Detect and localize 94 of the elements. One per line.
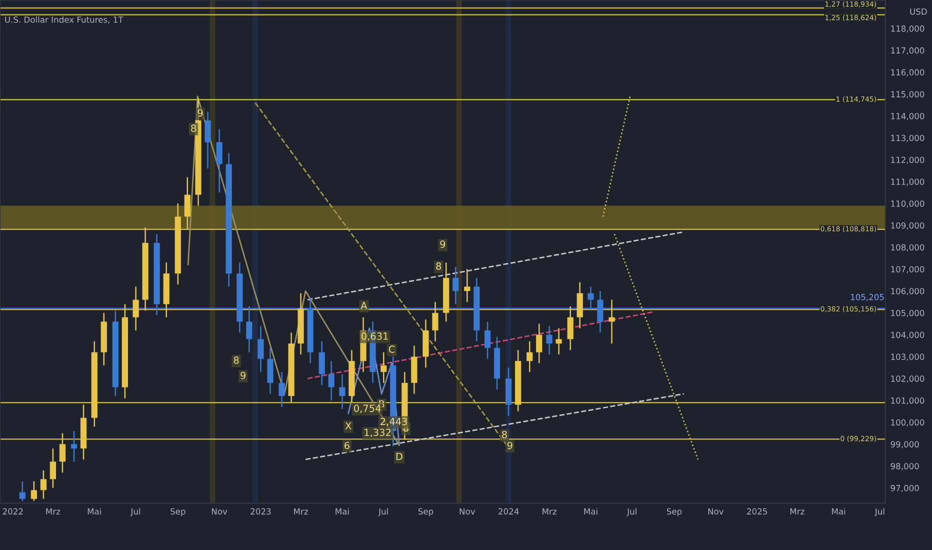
- candlestick: [567, 306, 574, 351]
- x-tick-label: Mrz: [294, 508, 308, 514]
- annotation: 9: [507, 442, 512, 450]
- annotation: 2,443: [380, 418, 407, 426]
- y-tick-label: 111,000: [891, 178, 924, 186]
- annotation: 1,332: [364, 428, 390, 438]
- candlestick: [484, 321, 491, 360]
- annotation: 9: [198, 109, 203, 117]
- candlestick: [19, 480, 26, 502]
- x-tick-label: Nov: [708, 508, 724, 515]
- x-tick-label: Jul: [130, 508, 140, 516]
- candlestick: [328, 360, 334, 402]
- candlestick: [258, 325, 264, 373]
- y-tick-label: 103,000: [891, 354, 924, 361]
- y-tick-label: 117,000: [891, 47, 924, 54]
- y-tick-label: 101,000: [891, 397, 924, 405]
- x-tick-label: Sep: [170, 508, 186, 516]
- y-tick-label: 107,000: [891, 266, 924, 274]
- candlestick: [216, 128, 222, 194]
- annotation: 8: [502, 430, 507, 438]
- annotation: A: [360, 302, 368, 310]
- y-tick-label: 110,000: [891, 200, 924, 208]
- annotation: D: [396, 452, 402, 460]
- annotation: 9: [440, 240, 446, 248]
- candlestick: [536, 323, 542, 364]
- annotation: 8: [191, 124, 196, 132]
- x-tick-label: Sep: [418, 508, 434, 516]
- candlestick: [40, 470, 47, 500]
- annotation: 8: [404, 424, 408, 432]
- annotation: 0,631: [362, 332, 388, 341]
- text: U.S. Dollar Index Futures, 1T: [5, 16, 124, 24]
- x-tick-label: Jul: [378, 508, 388, 516]
- candlestick: [278, 371, 285, 408]
- x-tick-label: Mrz: [542, 508, 556, 514]
- y-tick-label: 98,000: [890, 463, 919, 470]
- x-tick-label: Mrz: [790, 508, 804, 514]
- candlestick: [546, 325, 552, 356]
- candlestick: [608, 299, 615, 344]
- candlestick: [597, 290, 604, 334]
- x-tick-label: Sep: [666, 508, 682, 516]
- annotation: 6: [344, 442, 350, 450]
- candlestick: [30, 480, 38, 502]
- x-tick-label: Mai: [88, 508, 101, 515]
- text: USD: [910, 8, 927, 15]
- candlestick: [59, 432, 66, 474]
- candlestick: [184, 176, 190, 230]
- candlestick: [50, 448, 56, 489]
- y-tick-label: 108,000: [891, 244, 924, 252]
- y-tick-label: 105,000: [891, 310, 924, 318]
- x-tick-label: Nov: [212, 508, 228, 515]
- x-tick-label: Mrz: [46, 508, 60, 514]
- annotation: 9: [240, 372, 246, 380]
- x-tick-label: 2023: [250, 508, 271, 515]
- x-tick-label: Mai: [832, 508, 846, 515]
- x-tick-label: Jul: [626, 508, 636, 516]
- annotation: 8: [234, 356, 239, 364]
- y-tick-label: 97,000: [890, 484, 919, 492]
- x-tick-label: 2024: [498, 508, 519, 515]
- candlestick: [432, 301, 438, 342]
- x-tick-label: 2025: [747, 508, 767, 515]
- x-tick-label: Jul: [874, 508, 884, 516]
- ref-line-label: 105,205: [850, 294, 884, 302]
- annotation: 0,754: [354, 404, 381, 413]
- x-tick-label: Mai: [336, 508, 349, 515]
- candlestick: [588, 286, 594, 312]
- x-tick-label: 2022: [2, 508, 23, 515]
- y-tick-label: 115,000: [891, 91, 924, 98]
- candlestick: [70, 430, 78, 462]
- candlestick: [556, 328, 562, 356]
- candlestick: [204, 110, 211, 170]
- y-tick-label: 102,000: [891, 376, 924, 383]
- annotation: 8: [436, 262, 442, 270]
- annotation: C: [388, 346, 395, 353]
- candlestick: [464, 268, 470, 303]
- y-tick-label: 109,000: [891, 222, 924, 230]
- candlestick: [339, 374, 346, 410]
- x-tick-label: Mai: [584, 508, 598, 515]
- y-tick-label: 106,000: [891, 288, 924, 296]
- y-tick-label: 114,000: [891, 112, 924, 120]
- y-tick-label: 100,000: [891, 419, 924, 426]
- candlestick: [380, 352, 387, 384]
- annotation: X: [345, 422, 352, 430]
- candlestick: [318, 340, 325, 386]
- candlestick: [246, 306, 252, 353]
- y-tick-label: 118,000: [891, 25, 924, 33]
- y-tick-label: 104,000: [891, 332, 924, 339]
- candlestick: [452, 266, 459, 305]
- y-tick-label: 99,000: [890, 441, 919, 448]
- candlestick: [132, 286, 139, 332]
- y-tick-label: 116,000: [891, 69, 924, 76]
- y-tick-label: 112,000: [891, 156, 924, 164]
- y-tick-label: 113,000: [891, 134, 924, 142]
- candlestick: [526, 340, 533, 373]
- x-tick-label: Nov: [460, 508, 476, 515]
